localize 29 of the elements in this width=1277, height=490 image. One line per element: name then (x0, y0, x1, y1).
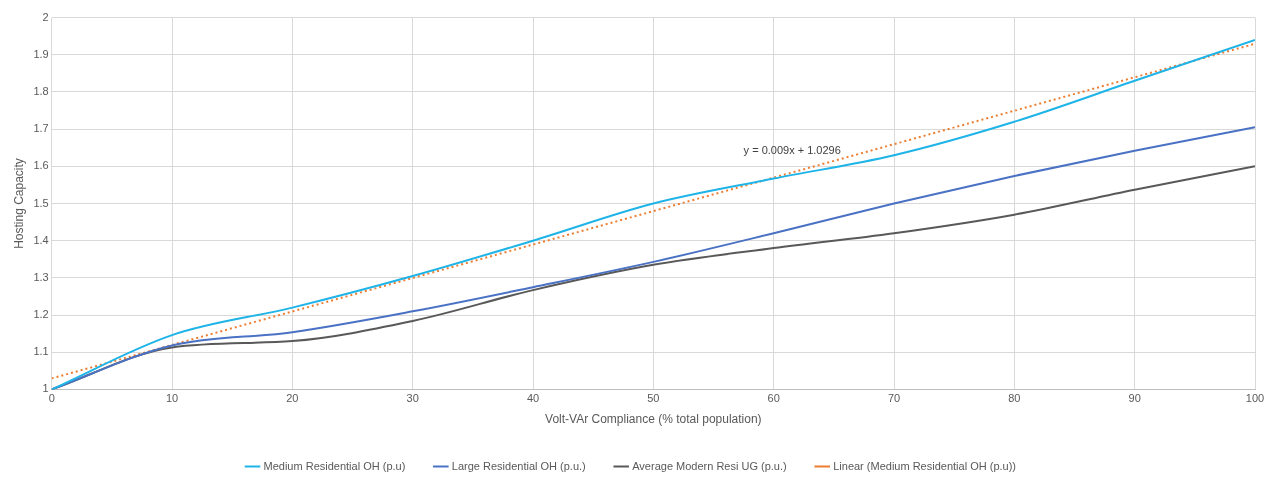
legend-label: Medium Residential OH (p.u) (263, 459, 406, 472)
x-tick-label: 20 (286, 392, 299, 405)
y-tick-label: 2 (42, 10, 49, 23)
y-tick-label: 1.8 (33, 84, 49, 97)
x-tick-label: 60 (767, 392, 780, 405)
y-tick-label: 1.9 (33, 47, 49, 60)
y-tick-label: 1.3 (33, 270, 49, 283)
y-tick-label: 1.5 (33, 196, 49, 209)
x-axis-title: Volt-VAr Compliance (% total population) (545, 412, 762, 427)
x-tick-label: 10 (165, 392, 179, 405)
y-tick-label: 1 (42, 382, 49, 395)
x-tick-label: 90 (1128, 392, 1141, 405)
x-tick-label: 70 (887, 392, 901, 405)
x-tick-label: 40 (526, 392, 540, 405)
legend-label: Large Residential OH (p.u.) (451, 459, 586, 472)
y-axis-title: Hosting Capacity (11, 158, 26, 249)
x-tick-label: 100 (1245, 392, 1265, 405)
y-tick-label: 1.7 (33, 122, 49, 135)
x-tick-label: 50 (647, 392, 660, 405)
y-tick-label: 1.2 (33, 308, 49, 321)
y-tick-label: 1.6 (33, 159, 49, 172)
x-tick-label: 80 (1008, 392, 1021, 405)
y-tick-label: 1.1 (33, 345, 49, 358)
annotation: y = 0.009x + 1.0296 (743, 144, 841, 157)
x-tick-label: 30 (406, 392, 419, 405)
y-tick-label: 1.4 (33, 233, 49, 246)
legend-label: Average Modern Resi UG (p.u.) (632, 459, 787, 472)
legend-label: Linear (Medium Residential OH (p.u)) (833, 459, 1016, 472)
x-tick-label: 0 (48, 392, 55, 405)
